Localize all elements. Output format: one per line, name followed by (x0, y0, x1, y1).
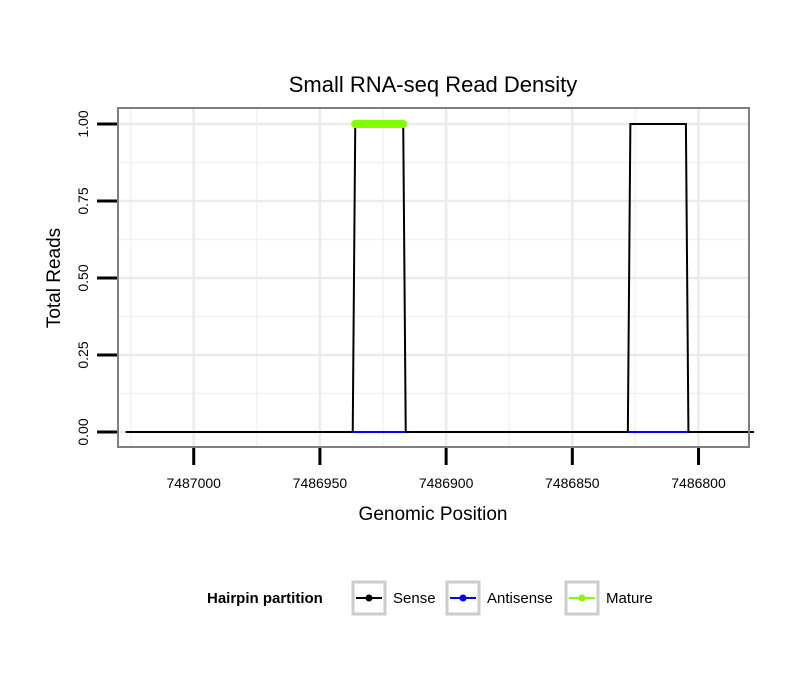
legend-entry-antisense: Antisense (445, 580, 553, 616)
x-axis: 7487000 7486950 7486900 7486850 7486800 (166, 448, 726, 491)
series-layer (125, 120, 755, 433)
chart-title: Small RNA-seq Read Density (289, 72, 578, 97)
x-tick-label: 7487000 (166, 475, 221, 491)
legend-label-antisense: Antisense (487, 590, 553, 607)
y-tick-label: 1.00 (75, 110, 91, 137)
x-tick-label: 7486900 (419, 475, 474, 491)
y-axis: 0.00 0.25 0.50 0.75 1.00 (75, 110, 117, 446)
y-tick-label: 0.00 (75, 418, 91, 445)
x-axis-title: Genomic Position (359, 504, 508, 525)
legend-title: Hairpin partition (207, 590, 323, 607)
legend-key-point-mature (578, 594, 586, 602)
legend-key-point-sense (365, 594, 373, 602)
legend-key-point-antisense (459, 594, 467, 602)
y-tick-label: 0.50 (75, 264, 91, 291)
plot-border (117, 107, 750, 448)
legend-label-mature: Mature (606, 590, 653, 607)
legend: Hairpin partition Sense Antisense Mature (207, 580, 653, 616)
series-line-sense (125, 123, 755, 433)
x-tick-label: 7486850 (545, 475, 600, 491)
y-tick-label: 0.25 (75, 341, 91, 368)
legend-entry-sense: Sense (351, 580, 436, 616)
x-tick-label: 7486800 (671, 475, 726, 491)
legend-entry-mature: Mature (564, 580, 653, 616)
y-axis-title: Total Reads (44, 228, 65, 328)
y-tick-label: 0.75 (75, 187, 91, 214)
legend-label-sense: Sense (393, 590, 436, 607)
x-tick-label: 7486950 (293, 475, 348, 491)
